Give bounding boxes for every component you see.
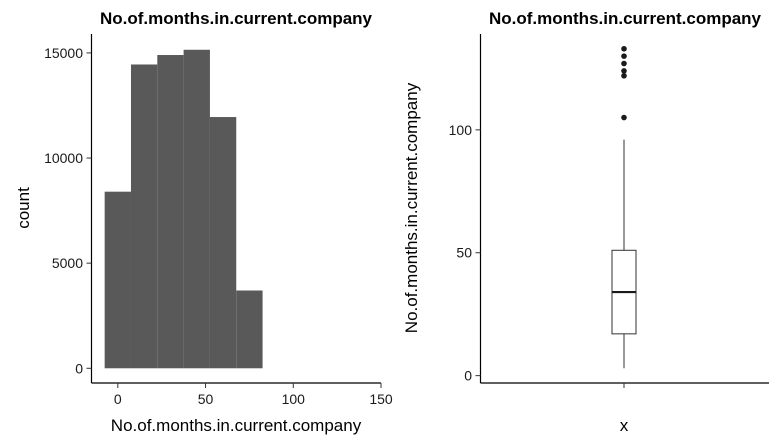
histogram-y-tick-label: 15000 <box>44 45 83 61</box>
boxplot-outlier-point-4 <box>621 60 627 67</box>
histogram-x-tick-label: 150 <box>369 391 393 407</box>
histogram-x-ticks: 0 50 100 150 <box>114 383 393 407</box>
histogram-bar-4 <box>183 49 210 369</box>
histogram-x-tick-label: 100 <box>282 391 306 407</box>
boxplot-y-tick-label: 100 <box>449 122 473 138</box>
boxplot-outlier-point-2 <box>621 72 627 79</box>
boxplot-y-axis-label: No.of.months.in.current.company <box>402 82 421 333</box>
histogram-title: No.of.months.in.current.company <box>100 9 373 28</box>
histogram-bar-3 <box>157 55 184 369</box>
histogram-x-tick-label: 0 <box>114 391 122 407</box>
boxplot-x-axis-label: x <box>620 416 629 435</box>
histogram-panel: No.of.months.in.current.company 0 5000 100… <box>14 9 393 435</box>
histogram-bar-5 <box>209 117 237 369</box>
boxplot-panel: No.of.months.in.current.company 0 50 100 x… <box>402 9 769 435</box>
histogram-bars <box>104 49 263 369</box>
histogram-y-tick-label: 0 <box>75 360 83 376</box>
boxplot-y-ticks: 0 50 100 <box>449 122 481 384</box>
boxplot-elements <box>611 45 637 369</box>
histogram-y-tick-label: 10000 <box>44 150 83 166</box>
histogram-x-axis-label: No.of.months.in.current.company <box>111 416 362 435</box>
boxplot-outlier-point-6 <box>621 45 627 52</box>
histogram-bar-2 <box>130 64 158 369</box>
boxplot-y-tick-label: 50 <box>456 245 472 261</box>
boxplot-title: No.of.months.in.current.company <box>489 9 762 28</box>
histogram-y-axis-label: count <box>14 187 33 229</box>
boxplot-y-tick-label: 0 <box>464 368 472 384</box>
boxplot-outlier-point-1 <box>621 114 627 121</box>
boxplot-outlier-point-3 <box>621 68 627 74</box>
histogram-y-tick-label: 5000 <box>52 255 83 271</box>
boxplot-outlier-point-5 <box>621 53 627 59</box>
histogram-y-ticks: 0 5000 10000 15000 <box>44 45 92 376</box>
histogram-bar-6 <box>236 290 263 369</box>
histogram-bar-1 <box>104 191 131 369</box>
histogram-x-tick-label: 50 <box>198 391 214 407</box>
